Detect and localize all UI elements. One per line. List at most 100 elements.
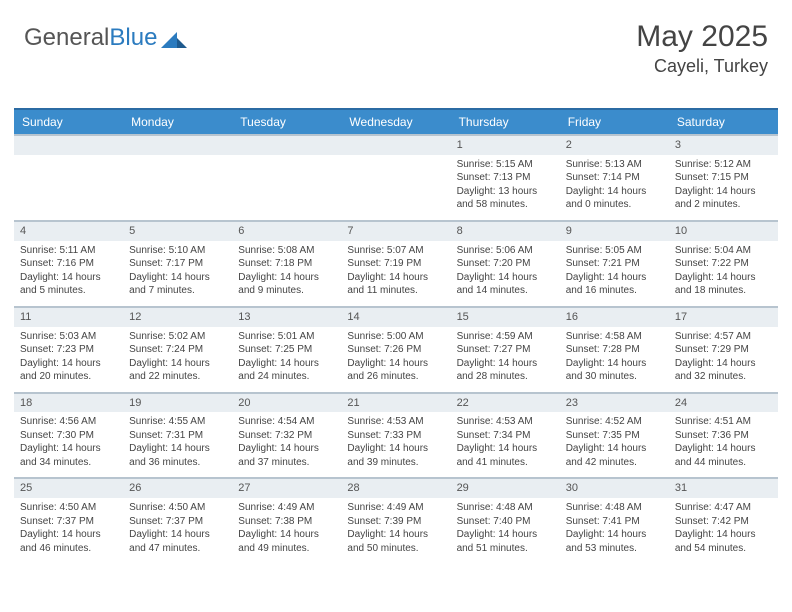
header: May 2025 Cayeli, Turkey [636, 20, 768, 77]
sunset-line: Sunset: 7:24 PM [129, 343, 226, 357]
daylight-label: Daylight: [238, 272, 280, 283]
day-number: 29 [451, 477, 560, 498]
sunset-line: Sunset: 7:16 PM [20, 257, 117, 271]
sunset-value: 7:37 PM [166, 516, 203, 527]
daylight-line: Daylight: 14 hours and 2 minutes. [675, 185, 772, 212]
sunset-label: Sunset: [347, 516, 384, 527]
day-number: 22 [451, 392, 560, 413]
logo-text-blue: Blue [109, 24, 157, 52]
day-cell: 18Sunrise: 4:56 AMSunset: 7:30 PMDayligh… [14, 392, 123, 478]
sunset-label: Sunset: [238, 430, 275, 441]
day-number: 28 [341, 477, 450, 498]
sunrise-label: Sunrise: [675, 502, 714, 513]
weekday-header: Friday [560, 108, 669, 134]
sunset-label: Sunset: [566, 344, 603, 355]
empty-cell [232, 134, 341, 220]
sunset-line: Sunset: 7:26 PM [347, 343, 444, 357]
sunrise-label: Sunrise: [238, 245, 277, 256]
daylight-label: Daylight: [566, 358, 608, 369]
daylight-label: Daylight: [20, 358, 62, 369]
sunrise-line: Sunrise: 4:49 AM [238, 501, 335, 515]
day-number: 17 [669, 306, 778, 327]
day-number: 18 [14, 392, 123, 413]
sunrise-line: Sunrise: 5:01 AM [238, 330, 335, 344]
sunrise-label: Sunrise: [566, 159, 605, 170]
day-cell: 22Sunrise: 4:53 AMSunset: 7:34 PMDayligh… [451, 392, 560, 478]
sunrise-line: Sunrise: 4:50 AM [129, 501, 226, 515]
daylight-line: Daylight: 14 hours and 26 minutes. [347, 357, 444, 384]
daylight-label: Daylight: [457, 272, 499, 283]
sunrise-value: 4:57 AM [714, 331, 751, 342]
day-number: 12 [123, 306, 232, 327]
sunrise-line: Sunrise: 4:53 AM [457, 415, 554, 429]
sunrise-value: 4:49 AM [278, 502, 315, 513]
sunset-label: Sunset: [457, 172, 494, 183]
sunrise-line: Sunrise: 4:57 AM [675, 330, 772, 344]
daylight-label: Daylight: [675, 272, 717, 283]
sunset-value: 7:30 PM [57, 430, 94, 441]
sunrise-label: Sunrise: [20, 502, 59, 513]
sunrise-label: Sunrise: [238, 416, 277, 427]
sunrise-value: 4:53 AM [387, 416, 424, 427]
empty-cell [123, 134, 232, 220]
sunset-line: Sunset: 7:38 PM [238, 515, 335, 529]
sunrise-label: Sunrise: [347, 416, 386, 427]
sunset-line: Sunset: 7:36 PM [675, 429, 772, 443]
logo: GeneralBlue [24, 24, 187, 52]
daylight-line: Daylight: 14 hours and 36 minutes. [129, 442, 226, 469]
daylight-line: Daylight: 14 hours and 14 minutes. [457, 271, 554, 298]
sunrise-value: 4:49 AM [387, 502, 424, 513]
sunset-line: Sunset: 7:37 PM [20, 515, 117, 529]
daylight-label: Daylight: [566, 186, 608, 197]
daylight-line: Daylight: 14 hours and 20 minutes. [20, 357, 117, 384]
daylight-line: Daylight: 14 hours and 50 minutes. [347, 528, 444, 555]
sunset-label: Sunset: [566, 516, 603, 527]
daylight-line: Daylight: 14 hours and 42 minutes. [566, 442, 663, 469]
day-cell: 26Sunrise: 4:50 AMSunset: 7:37 PMDayligh… [123, 477, 232, 563]
sunrise-label: Sunrise: [238, 331, 277, 342]
sunrise-line: Sunrise: 5:00 AM [347, 330, 444, 344]
sunset-label: Sunset: [457, 258, 494, 269]
sunrise-label: Sunrise: [566, 416, 605, 427]
sunset-line: Sunset: 7:21 PM [566, 257, 663, 271]
sunset-value: 7:29 PM [712, 344, 749, 355]
daylight-label: Daylight: [566, 272, 608, 283]
daylight-label: Daylight: [675, 358, 717, 369]
day-number: 24 [669, 392, 778, 413]
day-cell: 7Sunrise: 5:07 AMSunset: 7:19 PMDaylight… [341, 220, 450, 306]
daylight-line: Daylight: 14 hours and 18 minutes. [675, 271, 772, 298]
day-cell: 1Sunrise: 5:15 AMSunset: 7:13 PMDaylight… [451, 134, 560, 220]
day-number: 19 [123, 392, 232, 413]
sunrise-value: 5:02 AM [169, 331, 206, 342]
day-number: 25 [14, 477, 123, 498]
sunrise-label: Sunrise: [20, 245, 59, 256]
daylight-label: Daylight: [20, 529, 62, 540]
month-title: May 2025 [636, 20, 768, 54]
sunset-label: Sunset: [347, 344, 384, 355]
daylight-label: Daylight: [566, 529, 608, 540]
daylight-label: Daylight: [347, 529, 389, 540]
sunrise-line: Sunrise: 4:48 AM [566, 501, 663, 515]
daylight-label: Daylight: [675, 529, 717, 540]
sunset-label: Sunset: [675, 172, 712, 183]
weekday-header: Tuesday [232, 108, 341, 134]
sunrise-label: Sunrise: [129, 245, 168, 256]
sunset-line: Sunset: 7:25 PM [238, 343, 335, 357]
sunset-line: Sunset: 7:41 PM [566, 515, 663, 529]
day-number: 6 [232, 220, 341, 241]
day-number: 15 [451, 306, 560, 327]
sunrise-value: 5:07 AM [387, 245, 424, 256]
sunrise-value: 4:55 AM [169, 416, 206, 427]
weekday-header: Monday [123, 108, 232, 134]
day-cell: 8Sunrise: 5:06 AMSunset: 7:20 PMDaylight… [451, 220, 560, 306]
sunrise-value: 4:51 AM [714, 416, 751, 427]
day-cell: 28Sunrise: 4:49 AMSunset: 7:39 PMDayligh… [341, 477, 450, 563]
sunrise-line: Sunrise: 5:10 AM [129, 244, 226, 258]
sunrise-value: 5:08 AM [278, 245, 315, 256]
sunset-value: 7:15 PM [712, 172, 749, 183]
sunrise-label: Sunrise: [457, 416, 496, 427]
sunset-value: 7:33 PM [384, 430, 421, 441]
day-cell: 4Sunrise: 5:11 AMSunset: 7:16 PMDaylight… [14, 220, 123, 306]
day-cell: 21Sunrise: 4:53 AMSunset: 7:33 PMDayligh… [341, 392, 450, 478]
daylight-line: Daylight: 14 hours and 11 minutes. [347, 271, 444, 298]
